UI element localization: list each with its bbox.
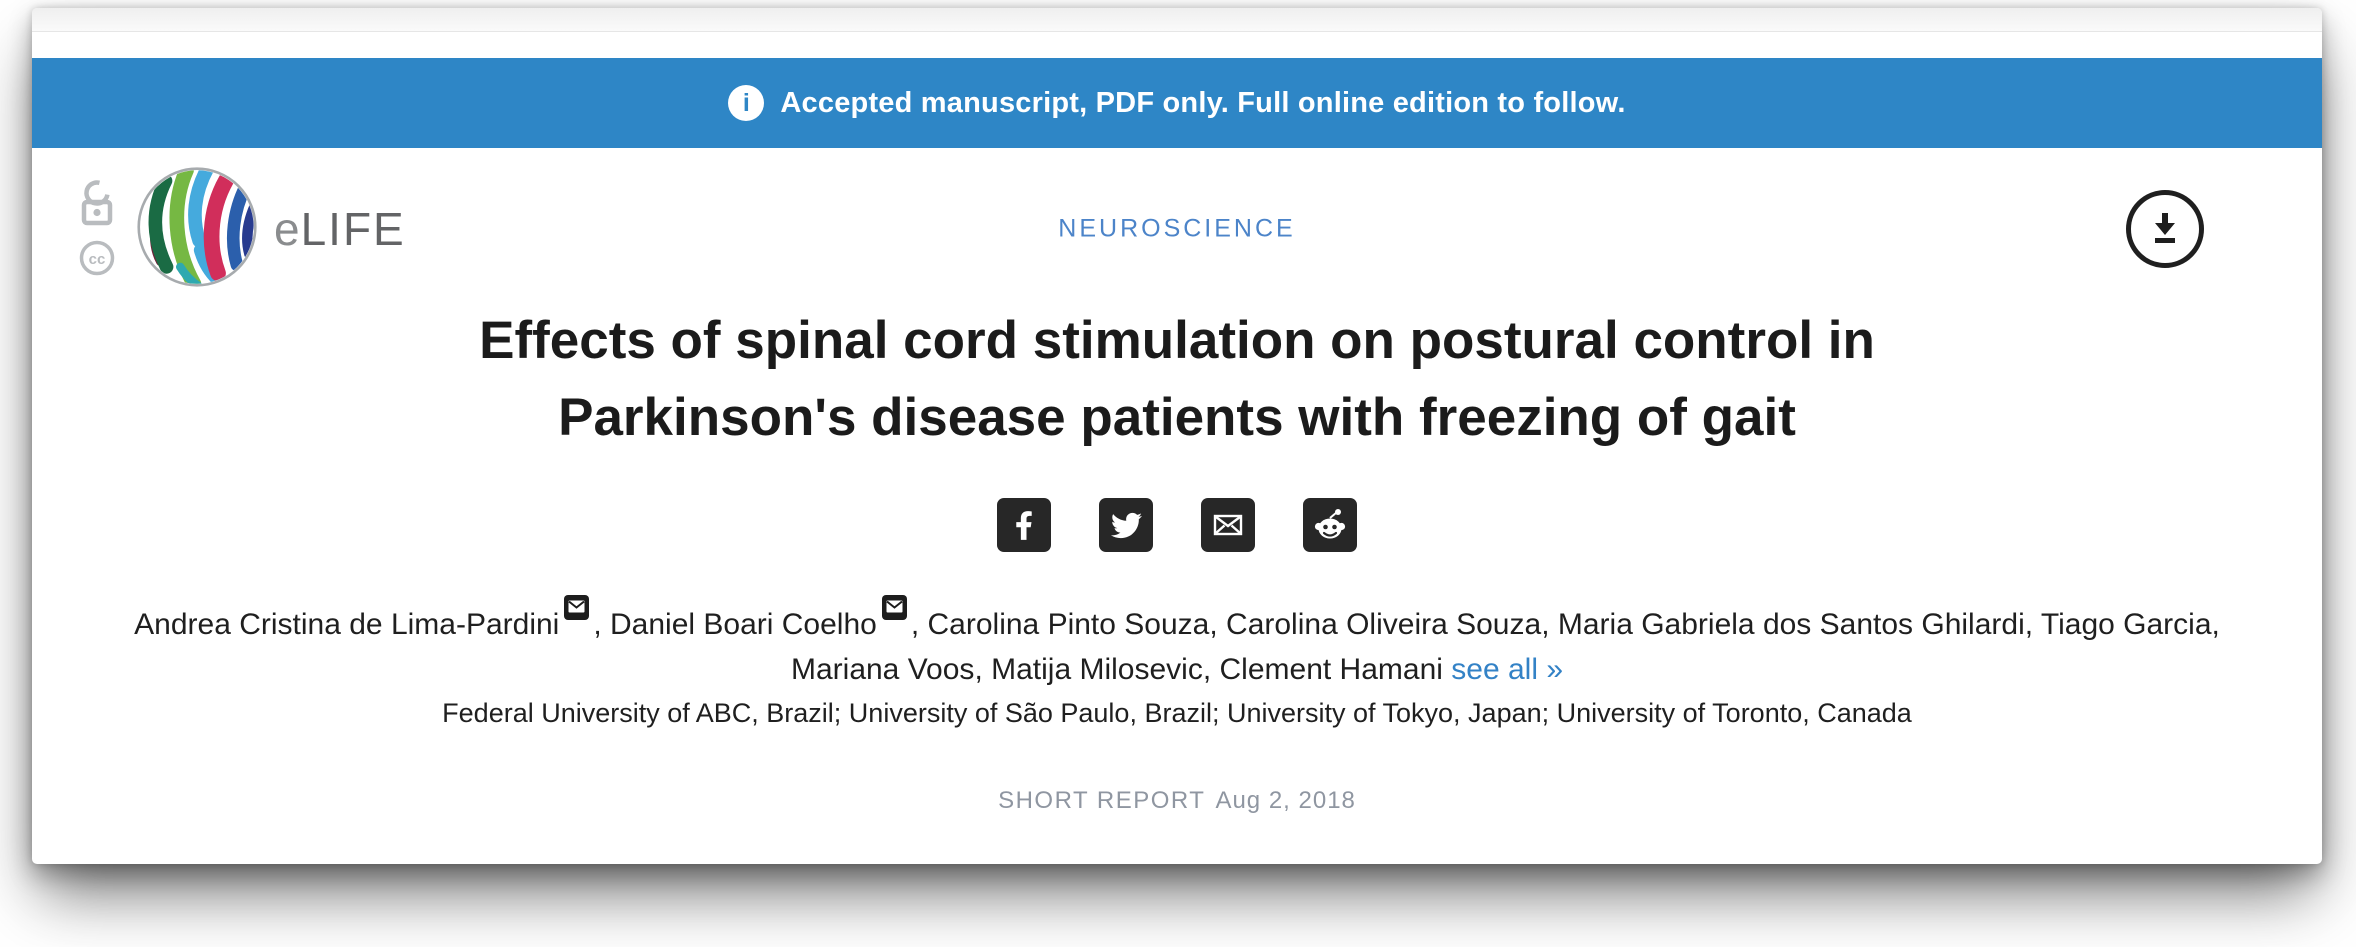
- author-separator: ,: [910, 608, 928, 641]
- author-name: Tiago Garcia: [2040, 608, 2212, 641]
- author-separator: ,: [2211, 608, 2220, 641]
- author-name: Daniel Boari Coelho: [610, 608, 877, 641]
- subject-link-neuroscience[interactable]: NEUROSCIENCE: [1058, 214, 1296, 243]
- share-reddit-button[interactable]: [1303, 498, 1357, 552]
- share-twitter-button[interactable]: [1099, 498, 1153, 552]
- accepted-manuscript-banner: i Accepted manuscript, PDF only. Full on…: [32, 58, 2322, 148]
- reddit-icon: [1310, 505, 1350, 545]
- author-name: Matija Milosevic: [991, 653, 1203, 686]
- banner-text: Accepted manuscript, PDF only. Full onli…: [780, 86, 1626, 119]
- elife-logo: [134, 164, 260, 295]
- author-name: Carolina Pinto Souza: [927, 608, 1210, 641]
- corresponding-author-email-icon[interactable]: [881, 595, 907, 620]
- creative-commons-icon: cc: [79, 240, 115, 281]
- author-separator: ,: [2024, 608, 2041, 641]
- page-top-gap: [32, 32, 2322, 58]
- share-facebook-button[interactable]: [997, 498, 1051, 552]
- elife-wordmark: eLIFE: [274, 202, 406, 256]
- twitter-icon: [1110, 510, 1142, 541]
- article-type-label: SHORT REPORT: [998, 787, 1206, 814]
- masthead: cc: [32, 158, 2322, 300]
- author-name: Maria Gabriela dos Santos Ghilardi: [1557, 608, 2025, 641]
- author-separator: ,: [593, 608, 611, 641]
- author-separator: ,: [1202, 653, 1220, 686]
- svg-text:cc: cc: [89, 251, 106, 268]
- article-title-line1: Effects of spinal cord stimulation on po…: [479, 311, 1875, 370]
- corresponding-author-email-icon[interactable]: [564, 595, 590, 620]
- article-title: Effects of spinal cord stimulation on po…: [32, 302, 2322, 456]
- download-button[interactable]: [2126, 190, 2204, 268]
- facebook-icon: [1015, 510, 1033, 541]
- article-title-line2: Parkinson's disease patients with freezi…: [558, 388, 1796, 447]
- download-icon: [2145, 207, 2185, 252]
- author-name: Carolina Oliveira Souza: [1226, 608, 1542, 641]
- wordmark-life: LIFE: [300, 203, 406, 255]
- author-name: Andrea Cristina de Lima-Pardini: [134, 608, 560, 641]
- author-name: Mariana Voos: [790, 653, 975, 686]
- author-name: Clement Hamani: [1219, 653, 1443, 686]
- share-row: [32, 498, 2322, 552]
- open-access-lock-icon: [76, 178, 118, 231]
- author-separator: ,: [1541, 608, 1558, 641]
- elife-home-link[interactable]: eLIFE: [134, 164, 406, 295]
- info-icon: i: [728, 85, 765, 121]
- share-email-button[interactable]: [1201, 498, 1255, 552]
- see-all-authors-link[interactable]: see all »: [1451, 653, 1564, 686]
- author-separator: ,: [1209, 608, 1227, 641]
- wordmark-e: e: [274, 203, 301, 255]
- affiliations: Federal University of ABC, Brazil; Unive…: [442, 698, 1912, 728]
- publication-date: Aug 2, 2018: [1215, 787, 1356, 814]
- author-list: Andrea Cristina de Lima-Pardini, Daniel …: [32, 595, 2322, 692]
- email-icon: [1208, 505, 1248, 545]
- browser-chrome-edge: [32, 8, 2322, 32]
- license-badges: cc: [76, 178, 118, 281]
- article-meta: SHORT REPORT Aug 2, 2018: [32, 787, 2322, 815]
- author-separator: ,: [974, 653, 992, 686]
- author-separator: [1443, 653, 1451, 686]
- article-page-card: i Accepted manuscript, PDF only. Full on…: [32, 8, 2322, 864]
